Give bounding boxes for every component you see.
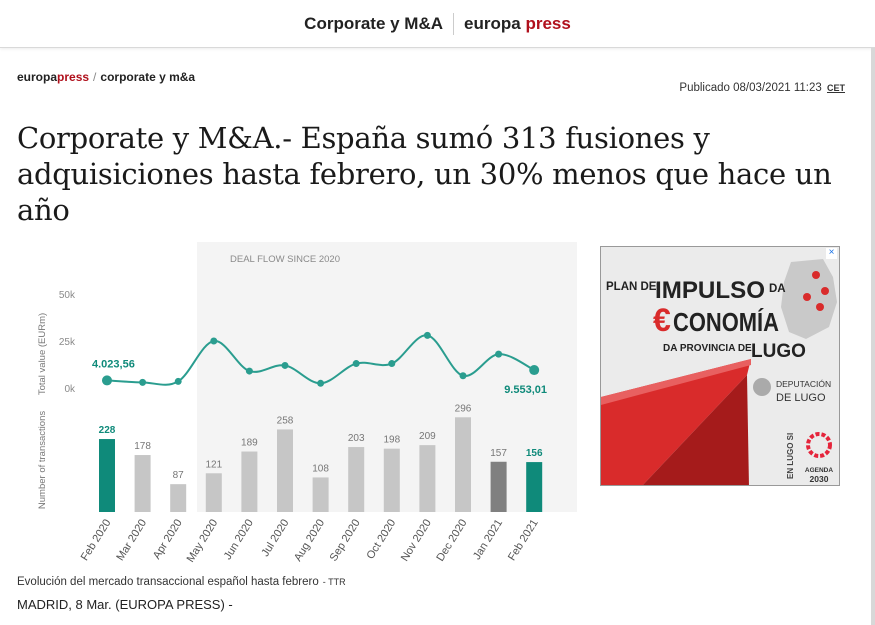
caption-text: Evolución del mercado transaccional espa…	[17, 576, 319, 588]
bar-value-label: 296	[455, 403, 472, 414]
ad-close-icon[interactable]: ×	[826, 248, 837, 259]
coat-of-arms-icon	[753, 378, 771, 396]
first-value-label: 4.023,56	[92, 358, 135, 370]
map-dot-icon	[803, 293, 811, 301]
breadcrumb-home[interactable]: europapress	[17, 70, 89, 84]
line-point	[352, 360, 360, 368]
breadcrumb-brand-europa: europa	[17, 70, 58, 84]
deal-flow-chart: DEAL FLOW SINCE 2020 Total value (EURm) …	[17, 242, 577, 572]
bar	[526, 462, 543, 512]
bar	[419, 445, 436, 512]
bar-value-label: 228	[99, 425, 116, 436]
line-point	[281, 361, 289, 369]
logo-part-europa: europa	[464, 13, 521, 33]
top-y-tick-label: 25k	[59, 337, 76, 348]
line-point	[210, 337, 218, 345]
bar	[99, 439, 115, 512]
bar-value-label: 156	[526, 448, 543, 459]
breadcrumb-separator: /	[93, 70, 97, 84]
bar-value-label: 87	[173, 470, 185, 481]
bar	[205, 473, 222, 512]
top-y-ticks: 50k 25k 0k	[59, 290, 76, 395]
map-dot-icon	[816, 303, 824, 311]
header-divider	[453, 12, 455, 35]
image-caption: Evolución del mercado transaccional espa…	[17, 576, 346, 588]
line-point	[174, 377, 182, 385]
line-point	[102, 375, 112, 386]
ad-euro-symbol: €	[653, 302, 671, 338]
ad-deputacion: DEPUTACIÓN	[776, 379, 831, 389]
chart-title: DEAL FLOW SINCE 2020	[230, 254, 340, 265]
line-point	[495, 350, 503, 358]
sdg-wheel-icon	[806, 432, 832, 458]
breadcrumb: europapress / corporate y m&a	[17, 70, 195, 84]
bar	[134, 455, 151, 512]
line-point	[317, 379, 325, 387]
ad-da-provincia: DA PROVINCIA DE	[663, 343, 752, 354]
line-points-group	[102, 331, 540, 387]
site-header: Corporate y M&A europa press	[0, 0, 875, 48]
bottom-y-axis-label: Number of transactions	[37, 411, 48, 509]
bar	[170, 484, 187, 512]
scrollbar[interactable]	[871, 48, 875, 625]
bar-labels-group: 228 178 87 121 189 258 108 203 198 209 296 157 156	[99, 403, 543, 481]
ad-de-lugo: DE LUGO	[776, 392, 826, 404]
map-dot-icon	[812, 271, 820, 279]
bar-value-label: 108	[312, 463, 329, 474]
ad-agenda-year: 2030	[810, 474, 829, 484]
bar	[383, 448, 400, 512]
caption-credit: - TTR	[322, 577, 346, 587]
publish-date-label: Publicado 08/03/2021 11:23	[679, 82, 822, 94]
line-point	[139, 378, 147, 386]
bar	[348, 447, 365, 512]
article-dateline: MADRID, 8 Mar. (EUROPA PRESS) -	[17, 597, 233, 612]
ad-red-ribbon-highlight	[601, 359, 751, 405]
breadcrumb-section[interactable]: corporate y m&a	[100, 70, 196, 84]
bar-value-label: 121	[205, 459, 222, 470]
line-point	[529, 365, 540, 376]
chart-svg: DEAL FLOW SINCE 2020 Total value (EURm) …	[17, 242, 577, 572]
site-logo[interactable]: europa press	[464, 14, 571, 34]
ad-da: DA	[769, 283, 786, 295]
bar	[455, 417, 471, 512]
line-point	[459, 372, 467, 380]
top-y-tick-label: 50k	[59, 290, 76, 301]
bar	[277, 429, 293, 512]
map-dot-icon	[821, 287, 829, 295]
ad-agenda: AGENDA	[805, 467, 833, 474]
logo-part-press: press	[525, 13, 571, 33]
bar	[490, 461, 507, 512]
ad-conomia: CONOMÍA	[673, 307, 779, 337]
article-headline: Corporate y M&A.- España sumó 313 fusion…	[17, 121, 832, 227]
bar-value-label: 178	[134, 441, 151, 452]
section-title[interactable]: Corporate y M&A	[304, 13, 444, 33]
bar-value-label: 157	[490, 448, 507, 459]
bar-value-label: 203	[348, 433, 365, 444]
line-point	[423, 331, 431, 339]
bars-group	[99, 417, 543, 512]
ad-artwork: PLAN DE IMPULSO DA € CONOMÍA DA PROVINCI…	[601, 247, 839, 485]
bar	[312, 477, 329, 512]
line-point	[388, 360, 396, 368]
publish-date: Publicado 08/03/2021 11:23 CET	[679, 82, 845, 94]
bar	[241, 451, 258, 512]
bar-value-label: 209	[419, 431, 436, 442]
top-y-axis-label: Total value (EURm)	[37, 313, 48, 395]
last-value-label: 9.553,01	[504, 384, 547, 396]
bar-value-label: 258	[277, 415, 294, 426]
advertisement-banner[interactable]: PLAN DE IMPULSO DA € CONOMÍA DA PROVINCI…	[600, 246, 840, 486]
ad-side-text: EN LUGO SI	[786, 433, 795, 479]
ad-lugo: LUGO	[751, 341, 806, 362]
bar-value-label: 198	[383, 435, 400, 446]
line-labels-group: 4.023,56 9.553,01	[92, 358, 547, 396]
line-point	[245, 367, 253, 375]
top-y-tick-label: 0k	[64, 384, 76, 395]
timezone-abbr: CET	[827, 83, 845, 93]
breadcrumb-brand-press: press	[57, 70, 90, 84]
ad-plan-de: PLAN DE	[606, 281, 657, 293]
bar-value-label: 189	[241, 438, 258, 449]
ad-red-ribbon-shadow	[642, 375, 749, 485]
ad-impulso: IMPULSO	[655, 277, 765, 304]
